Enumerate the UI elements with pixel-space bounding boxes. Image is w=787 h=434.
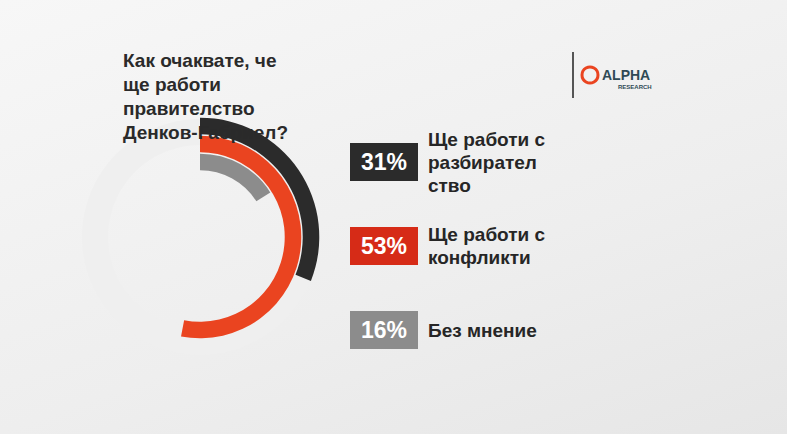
svg-text:Ще работи с: Ще работи с <box>428 129 550 150</box>
svg-text:16%: 16% <box>361 317 407 343</box>
svg-text:31%: 31% <box>361 149 407 175</box>
svg-text:ALPHA: ALPHA <box>602 67 650 83</box>
svg-text:Денков-Габриел?: Денков-Габриел? <box>123 122 288 143</box>
svg-text:ство: ство <box>428 175 471 196</box>
svg-text:разбирател: разбирател <box>428 152 537 173</box>
svg-text:ще работи: ще работи <box>123 74 226 95</box>
svg-text:правителство: правителство <box>123 98 260 119</box>
svg-text:Без мнение: Без мнение <box>428 320 537 341</box>
svg-text:Ще работи с: Ще работи с <box>428 224 550 245</box>
svg-text:конфликти: конфликти <box>428 247 531 268</box>
svg-text:Как очаквате, че: Как очаквате, че <box>123 50 282 71</box>
svg-text:53%: 53% <box>361 233 407 259</box>
svg-text:RESEARCH: RESEARCH <box>618 84 652 90</box>
